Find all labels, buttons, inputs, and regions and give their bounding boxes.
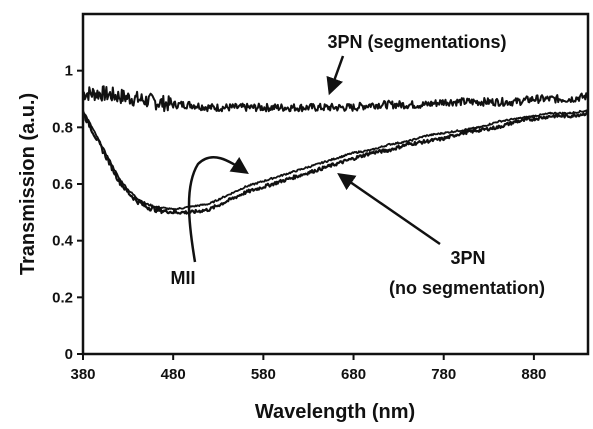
x-tick-label: 880: [521, 366, 546, 383]
y-tick-label: 1: [65, 63, 73, 80]
y-tick-label: 0.2: [52, 289, 73, 306]
x-axis-title: Wavelength (nm): [255, 401, 415, 423]
x-tick-label: 780: [431, 366, 456, 383]
series-line: [82, 85, 589, 113]
y-tick-label: 0.6: [52, 176, 73, 193]
x-tick-label: 580: [251, 366, 276, 383]
plot-frame: [81, 12, 590, 356]
x-axis-ticks: 380 480 580 680 780 880: [70, 354, 546, 383]
x-tick-label: 680: [341, 366, 366, 383]
arrow-to-mii: [187, 155, 249, 263]
series-line: [82, 109, 589, 211]
series-line: [82, 110, 590, 215]
series-layer: [82, 85, 590, 215]
y-tick-label: 0: [65, 346, 73, 363]
annotation-mii: MII: [171, 268, 196, 288]
x-tick-label: 380: [70, 366, 95, 383]
y-tick-label: 0.8: [52, 119, 73, 136]
y-tick-label: 0.4: [52, 233, 74, 250]
annotation-3pn-segmentations: 3PN (segmentations): [327, 32, 506, 52]
annotation-arrows: [187, 55, 441, 263]
annotation-3pn-no-seg-line1: 3PN: [450, 248, 485, 268]
x-tick-label: 480: [161, 366, 186, 383]
y-axis-ticks: 0 0.2 0.4 0.6 0.8 1: [52, 63, 83, 363]
arrow-to-3pn-segmentations: [326, 55, 345, 96]
annotation-3pn-no-seg-line2: (no segmentation): [389, 278, 545, 298]
y-axis-title: Transmission (a.u.): [17, 93, 39, 275]
arrow-to-3pn-no-segmentation: [337, 173, 441, 246]
